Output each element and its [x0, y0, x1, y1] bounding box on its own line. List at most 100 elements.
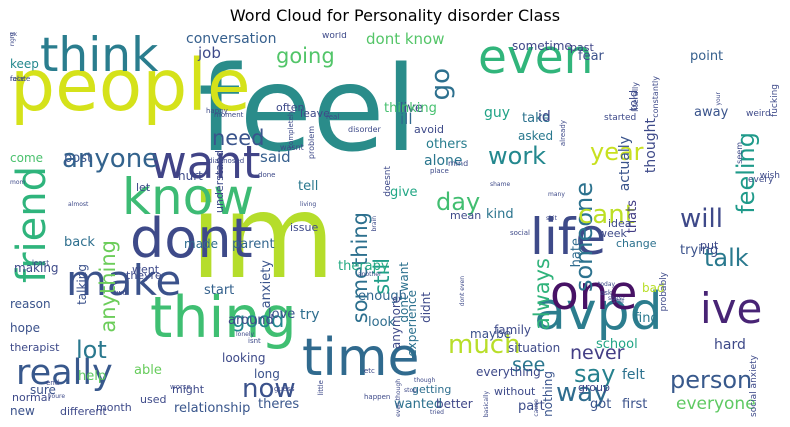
word-cause: cause	[533, 399, 540, 417]
word-already: already	[559, 120, 567, 147]
word-started: started	[604, 113, 637, 123]
word-shame: shame	[490, 181, 511, 188]
word-away: away	[694, 105, 729, 120]
word-family: family	[494, 323, 532, 337]
word-live: live	[400, 101, 423, 116]
word-relate: relate	[10, 75, 31, 83]
word-bad: bad	[642, 281, 665, 295]
word-anyone: anyone	[62, 144, 159, 174]
word-every: every	[748, 175, 774, 185]
word-normal: normal	[12, 391, 51, 404]
word-month: month	[96, 401, 132, 414]
word-cant: cant	[578, 200, 635, 230]
word-start: start	[204, 283, 235, 298]
word-face: face	[10, 75, 25, 83]
word-felt: felt	[622, 367, 645, 383]
word-change: change	[616, 237, 657, 250]
word-got: got	[590, 397, 612, 412]
word-happen: happen	[364, 393, 391, 401]
word-stop: stop	[404, 387, 417, 394]
word-week: week	[598, 227, 627, 240]
word-ill: ill	[400, 110, 413, 128]
word-different: different	[60, 405, 107, 417]
word-enough: enough	[358, 289, 407, 304]
word-real: real	[326, 113, 340, 121]
word-problem: problem	[307, 126, 316, 160]
word-moment: moment	[214, 111, 244, 119]
word-thinking: thinking	[384, 101, 437, 116]
word-constantly: constantly	[651, 76, 660, 118]
word-place: place	[430, 167, 449, 175]
word-living: living	[300, 201, 317, 208]
word-guess: guess	[274, 385, 295, 393]
word-see: see	[512, 354, 546, 376]
word-shit: shit	[546, 215, 557, 222]
word-better: better	[436, 397, 473, 411]
word-thought: thought	[643, 118, 659, 174]
word-work: work	[488, 142, 547, 170]
word-come: come	[10, 151, 44, 165]
word-part: part	[518, 399, 545, 414]
word-trying: trying	[680, 243, 719, 258]
word-theyre: theyre	[126, 269, 162, 282]
word-time: time	[302, 328, 420, 388]
word-day: day	[436, 188, 481, 216]
word-dont-even: dont even	[459, 276, 466, 307]
word-went: went	[132, 263, 160, 276]
word-shes: shes	[608, 295, 622, 302]
word-asked: asked	[518, 129, 554, 143]
word-lonely: lonely	[236, 331, 255, 338]
word-need: need	[212, 126, 265, 150]
word-literally: literally	[631, 82, 640, 112]
chart-title: Word Cloud for Personality disorder Clas…	[229, 6, 561, 25]
word-many: many	[548, 191, 565, 198]
word-might: might	[172, 383, 205, 396]
word-leave: leave	[300, 107, 330, 120]
word-now: now	[242, 374, 296, 404]
word-isnt: isnt	[248, 337, 261, 345]
word-say: say	[574, 360, 616, 388]
word-probably: probably	[659, 272, 669, 312]
word-go: go	[426, 68, 456, 101]
word-almost: almost	[68, 201, 89, 208]
word-job: job	[198, 44, 221, 62]
word-therapy: therapy	[338, 259, 389, 274]
word-actually: actually	[617, 136, 633, 192]
word-mind: mind	[448, 159, 469, 168]
word-done: done	[258, 171, 276, 179]
word-sure: sure	[30, 383, 56, 397]
word-long: long	[254, 367, 280, 381]
word-seem: seem	[735, 142, 744, 164]
word-even: even	[478, 32, 594, 85]
word-mean: mean	[450, 209, 482, 222]
word-made: made	[184, 237, 219, 251]
word-ask: ask	[600, 289, 612, 297]
word-nothing: nothing	[541, 371, 555, 417]
word-group: group	[578, 381, 610, 394]
word-happy: happy	[206, 107, 228, 115]
word-anything: anything	[96, 240, 120, 333]
word-give: give	[390, 185, 418, 200]
word-avoid: avoid	[414, 123, 445, 136]
word-make: make	[66, 256, 182, 305]
word-id: id	[538, 109, 551, 125]
word-reason: reason	[10, 297, 51, 311]
word-talking: talking	[75, 264, 89, 305]
word-post: post	[64, 151, 93, 166]
word-im: im	[190, 170, 336, 305]
word-cloud: feel im people thing avpd dont time know think li…	[10, 32, 780, 417]
word-looking: looking	[222, 351, 266, 365]
word-parent: parent	[232, 237, 275, 252]
word-try: try	[300, 307, 320, 323]
word-everything: everything	[476, 365, 541, 379]
word-mom: mom	[10, 179, 26, 186]
word-take: take	[522, 111, 551, 126]
word-another: another	[358, 271, 382, 278]
word-others: others	[426, 137, 468, 152]
word-around: around	[228, 313, 274, 328]
word-love: love	[268, 307, 296, 322]
word-lot: lot	[76, 336, 107, 364]
word-youre: youre	[48, 393, 66, 400]
word-kind: kind	[486, 207, 514, 222]
word-hurt: hurt	[178, 169, 203, 183]
